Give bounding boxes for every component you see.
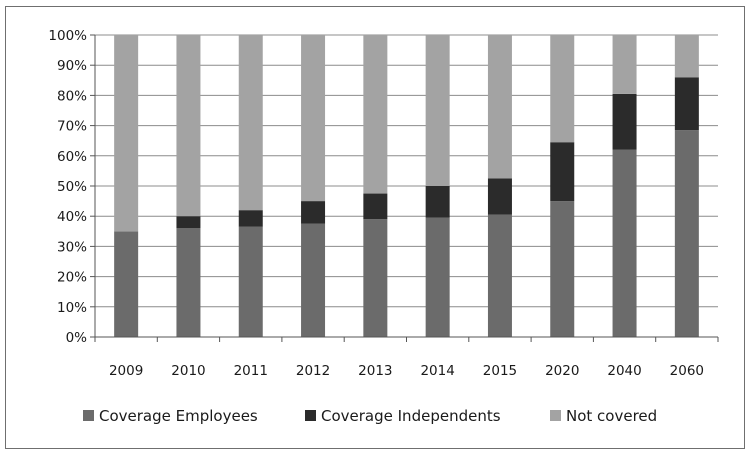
bar-segment-not-covered [238,35,263,211]
axes [90,34,719,342]
y-tick-label: 70% [57,119,87,135]
legend: Coverage Employees Coverage Independents N… [83,407,657,425]
bar-segment-independents [176,216,201,229]
x-tick-labels: 2009 2010 2011 2012 2013 2014 2015 2020 2040 2060 [109,363,704,379]
bar-segment-independents [674,77,699,131]
y-tick-label: 30% [57,239,87,255]
bar-segment-independents [363,193,388,220]
bar-segment-not-covered [612,35,637,94]
legend-label: Not covered [566,407,657,425]
legend-swatch [550,410,561,421]
bar-segment-not-covered [301,35,326,202]
legend-swatch [305,410,316,421]
x-tick-label: 2011 [234,363,268,379]
bar-segment-employees [238,226,263,337]
y-tick-label: 20% [57,270,87,286]
bar-segment-employees [301,223,326,337]
bar-segment-employees [487,214,512,337]
y-tick-label: 100% [48,28,87,44]
x-tick-label: 2013 [358,363,392,379]
bar-segment-not-covered [550,35,575,143]
x-tick-label: 2040 [607,363,641,379]
y-tick-label: 60% [57,149,87,165]
bar-segment-not-covered [114,35,139,232]
y-tick-labels: 0% 10% 20% 30% 40% 50% 60% 70% 80% 90% 100% [48,28,87,346]
bar-segment-employees [550,201,575,337]
legend-label: Coverage Independents [321,407,501,425]
y-tick-label: 50% [57,179,87,195]
bar-segment-not-covered [674,35,699,78]
bar-segment-employees [612,149,637,337]
bar-segment-independents [550,142,575,202]
bar-segment-not-covered [363,35,388,194]
bars [114,35,699,337]
bar-segment-independents [301,201,326,224]
y-tick-label: 80% [57,88,87,104]
x-tick-label: 2015 [483,363,517,379]
bar-segment-employees [674,130,699,337]
bar-segment-independents [238,210,263,227]
x-tick-label: 2009 [109,363,143,379]
bar-segment-not-covered [487,35,512,179]
bar-segment-independents [487,178,512,215]
x-tick-label: 2020 [545,363,579,379]
x-tick-label: 2060 [670,363,704,379]
x-tick-label: 2012 [296,363,330,379]
y-tick-label: 0% [66,330,88,346]
x-tick-label: 2014 [420,363,454,379]
bar-segment-employees [114,231,139,337]
bar-segment-employees [176,228,201,337]
y-tick-label: 10% [57,300,87,316]
legend-swatch [83,410,94,421]
y-tick-label: 40% [57,209,87,225]
legend-label: Coverage Employees [99,407,258,425]
chart-frame: 0% 10% 20% 30% 40% 50% 60% 70% 80% 90% 100% 2009 20… [5,6,745,449]
stacked-bar-chart: 0%10%20%30%40%50%60%70%80%90%100% 2009 20… [48,28,719,425]
x-tick-label: 2010 [171,363,205,379]
bar-segment-not-covered [425,35,450,186]
bar-segment-independents [425,186,450,218]
bar-segment-independents [612,93,637,150]
bar-segment-employees [425,217,450,337]
bar-segment-employees [363,219,388,337]
bar-segment-not-covered [176,35,201,217]
y-tick-label: 90% [57,58,87,74]
